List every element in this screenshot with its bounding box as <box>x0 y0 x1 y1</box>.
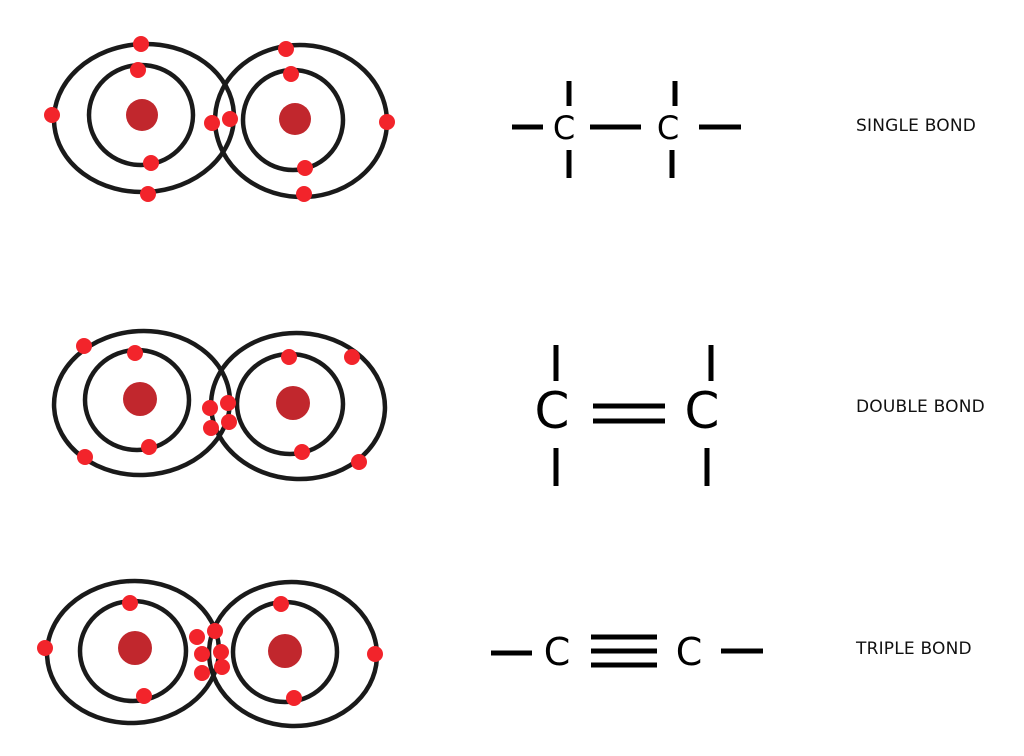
electron <box>44 107 60 123</box>
shared-electron <box>202 400 218 416</box>
single-bond-atom-model <box>44 36 395 202</box>
left-nucleus <box>126 99 158 131</box>
electron <box>379 114 395 130</box>
electron <box>37 640 53 656</box>
double-bond-atom-model <box>51 328 388 482</box>
shared-electron <box>214 659 230 675</box>
electron <box>136 688 152 704</box>
electron <box>296 186 312 202</box>
electron <box>273 596 289 612</box>
left-nucleus <box>123 382 157 416</box>
shared-electron <box>207 623 223 639</box>
electrons <box>44 36 395 202</box>
electron <box>133 36 149 52</box>
electrons <box>37 595 383 706</box>
right-nucleus <box>276 386 310 420</box>
electron <box>143 155 159 171</box>
carbon-symbol: C <box>676 630 703 674</box>
triple-bond-structural-formula: C C <box>491 630 763 674</box>
single-bond-structural-formula: C C <box>512 81 741 178</box>
carbon-symbol: C <box>544 630 571 674</box>
carbon-symbol: C <box>535 382 570 440</box>
electron <box>130 62 146 78</box>
double-bond-structural-formula: C C <box>535 345 720 486</box>
double-bond-label: DOUBLE BOND <box>856 397 985 417</box>
electron <box>281 349 297 365</box>
electron <box>351 454 367 470</box>
electron <box>294 444 310 460</box>
shared-electron <box>220 395 236 411</box>
triple-bond-label: TRIPLE BOND <box>856 639 972 659</box>
right-nucleus <box>268 634 302 668</box>
electron <box>76 338 92 354</box>
shared-electron <box>204 115 220 131</box>
left-nucleus <box>118 631 152 665</box>
shared-electron <box>194 665 210 681</box>
carbon-symbol: C <box>553 109 575 147</box>
shared-electron <box>213 644 229 660</box>
shared-electron <box>189 629 205 645</box>
shared-electron <box>222 111 238 127</box>
carbon-symbol: C <box>685 382 720 440</box>
triple-bond-atom-model <box>37 578 383 729</box>
shared-electron <box>203 420 219 436</box>
electron <box>283 66 299 82</box>
electron <box>77 449 93 465</box>
electron <box>140 186 156 202</box>
carbon-symbol: C <box>657 109 679 147</box>
electron <box>344 349 360 365</box>
single-bond-label: SINGLE BOND <box>856 116 977 136</box>
electron <box>127 345 143 361</box>
electron <box>122 595 138 611</box>
electron <box>297 160 313 176</box>
electron <box>286 690 302 706</box>
shared-electron <box>221 414 237 430</box>
shared-electron <box>194 646 210 662</box>
electron <box>278 41 294 57</box>
right-nucleus <box>279 103 311 135</box>
electron <box>367 646 383 662</box>
electrons <box>76 338 367 470</box>
electron <box>141 439 157 455</box>
